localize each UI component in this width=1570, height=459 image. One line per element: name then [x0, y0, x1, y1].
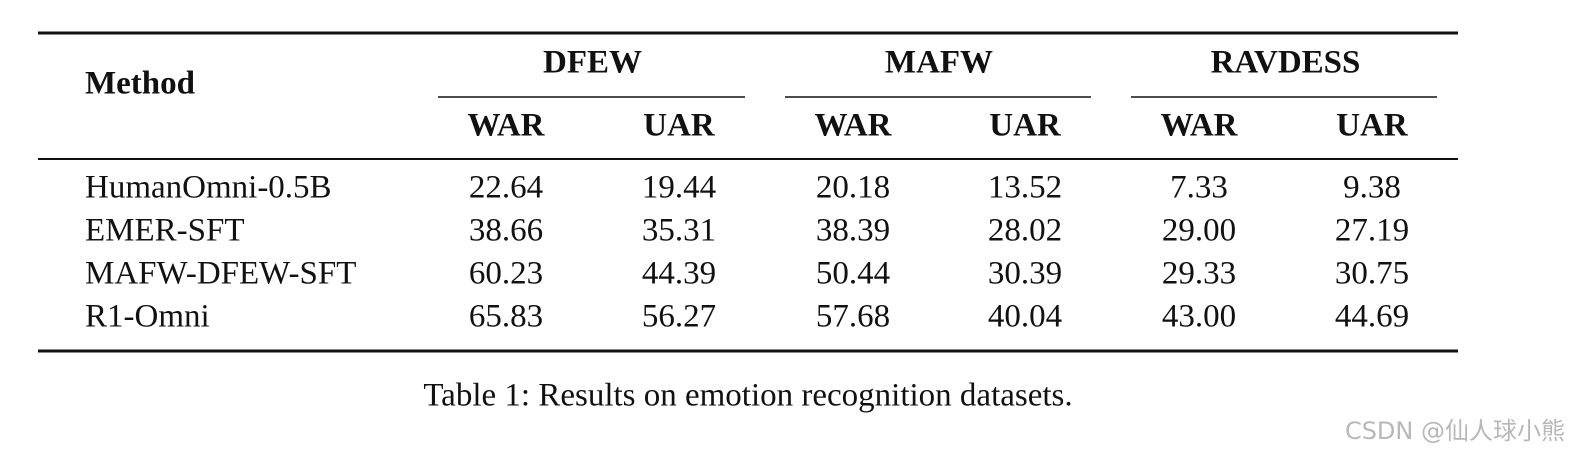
metric-header: UAR: [989, 108, 1062, 144]
group-header: RAVDESS: [1211, 45, 1361, 81]
metric-header: UAR: [643, 108, 716, 144]
method-header: Method: [85, 66, 195, 102]
cell-value: 28.02: [988, 213, 1062, 249]
cell-value: 27.19: [1335, 213, 1409, 249]
cell-value: 57.68: [816, 299, 890, 335]
cell-value: 29.00: [1162, 213, 1236, 249]
cell-value: 20.18: [816, 170, 890, 206]
metric-header: WAR: [1160, 108, 1238, 144]
metric-header: UAR: [1336, 108, 1409, 144]
method-name: MAFW-DFEW-SFT: [85, 256, 356, 292]
cell-value: 65.83: [469, 299, 543, 335]
cell-value: 44.39: [642, 256, 716, 292]
caption: Table 1: Results on emotion recognition …: [423, 378, 1072, 414]
method-name: HumanOmni-0.5B: [85, 170, 332, 206]
method-name: EMER-SFT: [85, 213, 245, 249]
cell-value: 19.44: [642, 170, 716, 206]
group-header: DFEW: [543, 45, 642, 81]
cell-value: 29.33: [1162, 256, 1236, 292]
metric-header: WAR: [814, 108, 892, 144]
cell-value: 13.52: [988, 170, 1062, 206]
cell-value: 35.31: [642, 213, 716, 249]
cell-value: 43.00: [1162, 299, 1236, 335]
cell-value: 7.33: [1170, 170, 1228, 206]
cell-value: 30.39: [988, 256, 1062, 292]
cell-value: 56.27: [642, 299, 716, 335]
cell-value: 60.23: [469, 256, 543, 292]
group-header: MAFW: [885, 45, 993, 81]
watermark: CSDN @仙人球小熊: [1345, 417, 1565, 445]
method-name: R1-Omni: [85, 299, 210, 335]
cell-value: 9.38: [1343, 170, 1401, 206]
cell-value: 50.44: [816, 256, 890, 292]
cell-value: 44.69: [1335, 299, 1409, 335]
metric-header: WAR: [467, 108, 545, 144]
cell-value: 30.75: [1335, 256, 1409, 292]
cell-value: 38.39: [816, 213, 890, 249]
cell-value: 38.66: [469, 213, 543, 249]
cell-value: 40.04: [988, 299, 1062, 335]
cell-value: 22.64: [469, 170, 543, 206]
